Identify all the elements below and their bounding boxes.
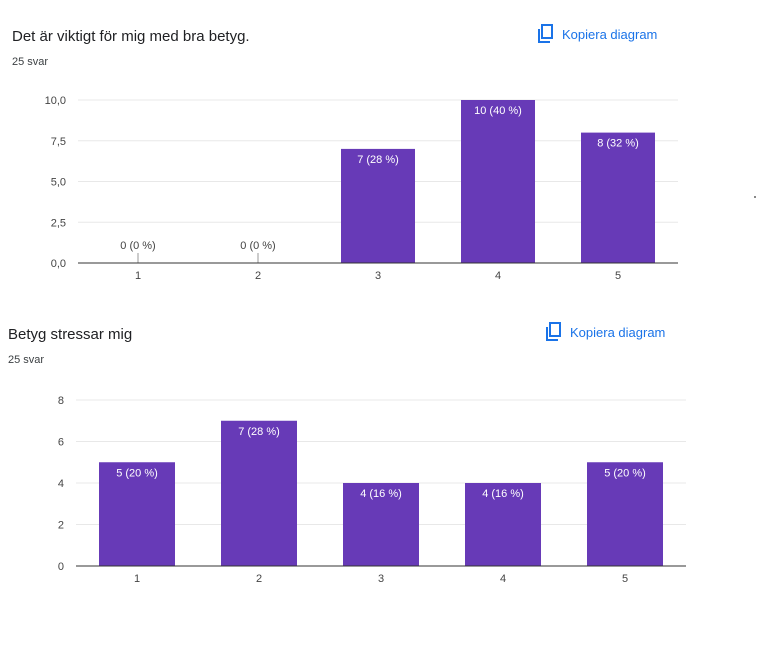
y-tick-label: 2,5: [51, 217, 66, 229]
y-tick-label: 7,5: [51, 136, 66, 148]
y-tick-label: 0,0: [51, 258, 66, 270]
bar: [221, 420, 297, 566]
y-tick-label: 6: [58, 437, 64, 449]
copy-chart-button[interactable]: Kopiera diagram: [544, 322, 665, 342]
x-tick-label: 2: [255, 270, 261, 282]
data-label: 0 (0 %): [120, 240, 155, 252]
response-count: 25 svar: [8, 354, 45, 366]
x-tick-label: 3: [378, 573, 384, 585]
chart-title: Det är viktigt för mig med bra betyg.: [12, 28, 250, 45]
bar: [581, 132, 655, 263]
data-label: 10 (40 %): [474, 105, 522, 117]
x-tick-label: 4: [500, 573, 506, 585]
bar: [343, 483, 419, 566]
y-tick-label: 10,0: [45, 95, 66, 107]
data-label: 7 (28 %): [357, 154, 399, 166]
x-tick-label: 4: [495, 270, 501, 282]
stray-mark: [754, 196, 756, 198]
data-label: 0 (0 %): [240, 240, 275, 252]
copy-chart-button[interactable]: Kopiera diagram: [536, 24, 657, 44]
bar: [461, 100, 535, 263]
chart-title: Betyg stressar mig: [8, 326, 133, 343]
y-tick-label: 4: [58, 478, 64, 490]
y-tick-label: 0: [58, 561, 64, 573]
data-label: 5 (20 %): [604, 467, 646, 479]
data-label: 4 (16 %): [482, 488, 524, 500]
copy-chart-label: Kopiera diagram: [570, 324, 666, 340]
response-count: 25 svar: [12, 56, 49, 68]
data-label: 5 (20 %): [116, 467, 158, 479]
copy-icon: [536, 24, 554, 44]
bar-chart-1: 0,0 2,5 5,0 7,5 10,0 0 (0 %) 1 0 (0 %) 2 7 (28 %)…: [45, 95, 678, 282]
bar: [341, 148, 415, 263]
x-tick-label: 5: [615, 270, 621, 282]
bar: [465, 483, 541, 566]
data-label: 7 (28 %): [238, 426, 280, 438]
y-tick-label: 8: [58, 395, 64, 407]
x-tick-label: 1: [134, 573, 140, 585]
x-tick-label: 1: [135, 270, 141, 282]
copy-icon: [544, 322, 562, 342]
x-tick-label: 3: [375, 270, 381, 282]
x-tick-label: 2: [256, 573, 262, 585]
data-label: 8 (32 %): [597, 138, 639, 150]
y-tick-label: 2: [58, 520, 64, 532]
bar: [99, 462, 175, 566]
copy-chart-label: Kopiera diagram: [562, 26, 658, 42]
x-tick-label: 5: [622, 573, 628, 585]
bar: [587, 462, 663, 566]
y-tick-label: 5,0: [51, 177, 66, 189]
data-label: 4 (16 %): [360, 488, 402, 500]
